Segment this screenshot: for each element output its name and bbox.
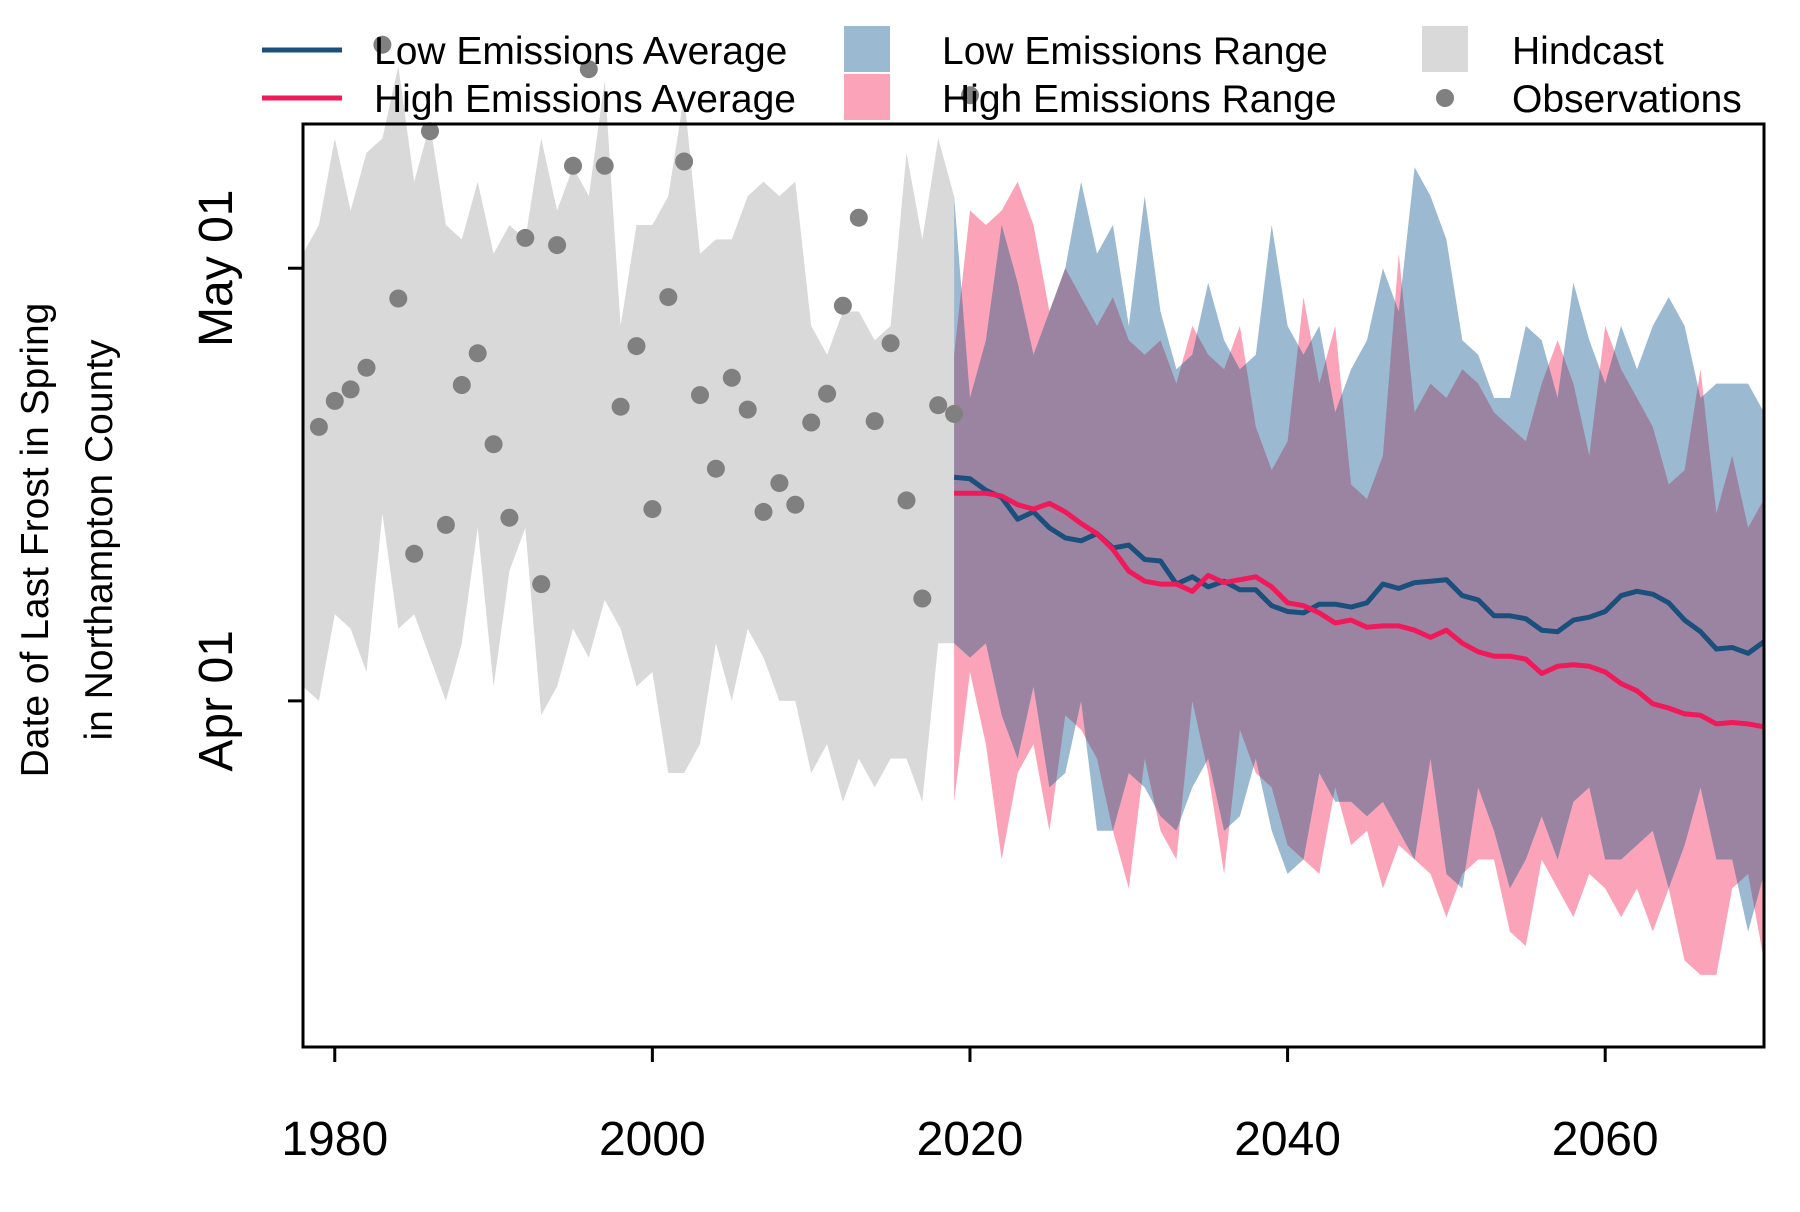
y-axis-label-line1: Date of Last Frost in Spring [14,303,57,778]
legend-high-emissions-range-label: High Emissions Range [942,78,1337,121]
legend-high-emissions-average-label: High Emissions Average [374,78,796,121]
observation-point [961,86,979,105]
observation-point [532,575,551,594]
observation-point [579,60,598,79]
average-lines [953,474,1766,730]
legend-low-emissions-average-label: Low Emissions Average [374,30,787,73]
x-tick-label: 2000 [599,1113,706,1166]
observation-point [595,156,614,175]
observation-point [706,459,725,478]
projection-ranges [954,167,1764,975]
observation-point [309,417,328,436]
y-axis: Apr 01 May 01 [190,190,303,772]
series-line-high-avg [954,490,1765,730]
observation-point [722,368,741,387]
x-tick-label: 1980 [281,1113,388,1166]
observation-point [897,491,916,510]
observation-point [436,515,455,534]
y-tick-label: Apr 01 [190,630,243,771]
observation-point [484,435,503,454]
observation-point [627,337,646,356]
legend-low-emissions-range-label: Low Emissions Range [942,30,1328,73]
observation-point [675,152,694,171]
hindcast-range [303,66,955,802]
observation-point [357,358,376,377]
observation-point [548,236,567,255]
observation-point [452,376,471,394]
observation-point [421,122,439,141]
observation-point [325,391,344,410]
observation-point [802,413,821,432]
x-tick-label: 2020 [917,1113,1024,1166]
series-line-low-avg [953,474,1766,656]
observation-point [833,296,852,315]
legend-high-emissions-range-swatch [844,74,890,120]
observation-point [786,495,805,514]
observation-point [516,228,535,247]
observation-point [405,544,424,563]
observation-point [468,344,487,363]
x-tick-label: 2060 [1552,1113,1659,1166]
observation-point [500,508,519,527]
observation-point [770,474,789,493]
observation-points [309,35,979,608]
observation-point [818,384,837,403]
legend-observations-label: Observations [1512,78,1742,121]
observation-point [691,386,709,405]
legend-hindcast-label: Hindcast [1512,30,1664,73]
x-tick-label: 2040 [1234,1113,1341,1166]
observation-point [564,156,582,175]
observation-point [865,412,884,431]
observation-point [913,589,932,608]
observation-point [389,289,408,308]
plot-frame [301,122,1766,1049]
observation-point [945,404,964,423]
y-tick-label: May 01 [190,190,243,347]
legend-low-emissions-range-swatch [844,26,890,72]
legend-observations-swatch [1436,89,1454,107]
legend: Low Emissions Average High Emissions Aver… [262,26,1742,121]
observation-point [373,35,392,54]
observation-point [659,288,678,307]
observation-point [341,380,360,399]
observation-point [611,397,630,416]
y-axis-label-line2: in Northampton County [78,339,121,741]
hindcast-band [303,66,955,802]
legend-hindcast-swatch [1422,26,1468,72]
observation-point [881,334,900,353]
observation-point [929,396,948,415]
observation-point [738,400,757,419]
observation-point [643,500,662,519]
range-overlap-band [954,181,1764,932]
observation-point [754,502,773,521]
x-axis: 1980 2000 2020 2040 2060 [281,1047,1659,1166]
observation-point [849,208,868,227]
